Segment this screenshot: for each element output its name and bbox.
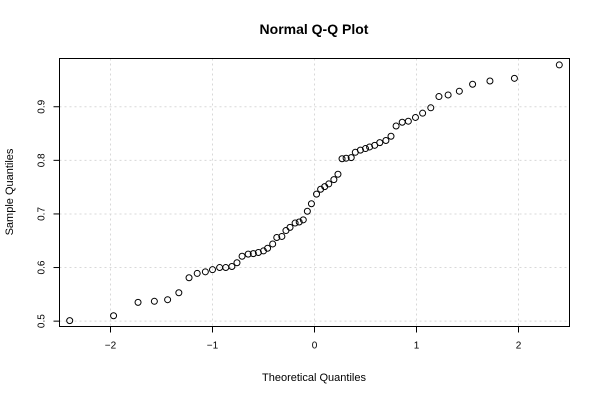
y-axis-label: Sample Quantiles — [4, 148, 16, 235]
data-point — [249, 250, 257, 258]
data-point — [295, 218, 303, 226]
x-tick-label: 0 — [312, 341, 318, 352]
data-points — [66, 61, 563, 325]
data-point — [313, 190, 321, 198]
data-point — [273, 234, 281, 242]
data-point — [233, 259, 241, 267]
data-point — [209, 266, 216, 274]
data-point — [427, 104, 435, 112]
data-point — [469, 80, 477, 88]
data-point — [110, 312, 118, 320]
y-axis: 0.5 0.6 0.7 0.8 0.9 — [37, 99, 60, 328]
y-tick-label: 0.6 — [37, 260, 48, 274]
x-tick-label: 2 — [516, 341, 522, 352]
chart-title: Normal Q-Q Plot — [260, 21, 369, 37]
data-point — [299, 216, 307, 224]
data-point — [307, 200, 315, 208]
data-point — [411, 113, 419, 121]
data-point — [201, 268, 209, 276]
data-point — [338, 155, 346, 163]
data-point — [228, 262, 236, 270]
x-axis-label: Theoretical Quantiles — [262, 372, 366, 384]
data-point — [291, 219, 299, 227]
data-point — [398, 118, 406, 126]
y-tick-label: 0.8 — [37, 153, 48, 167]
y-tick-label: 0.7 — [37, 207, 48, 221]
data-point — [334, 170, 342, 178]
data-point — [269, 240, 277, 248]
data-point — [330, 176, 338, 184]
data-point — [435, 93, 443, 101]
data-point — [510, 74, 518, 82]
data-point — [392, 122, 400, 130]
data-point — [282, 227, 290, 235]
data-point — [185, 274, 193, 282]
y-tick-label: 0.9 — [37, 99, 48, 113]
x-tick-label: −2 — [105, 341, 117, 352]
data-point — [347, 154, 355, 162]
data-point — [404, 117, 412, 125]
data-point — [164, 296, 172, 304]
data-point — [303, 207, 311, 215]
data-point — [238, 252, 246, 260]
data-point — [264, 244, 272, 252]
x-axis: −2 −1 0 1 2 — [105, 326, 522, 352]
y-tick-label: 0.5 — [37, 314, 48, 328]
x-tick-label: −1 — [207, 341, 219, 352]
data-point — [193, 269, 201, 277]
data-point — [455, 87, 463, 95]
data-point — [376, 139, 384, 147]
data-point — [342, 154, 350, 162]
data-point — [134, 298, 142, 306]
data-point — [555, 61, 563, 69]
data-point — [486, 77, 494, 85]
data-point — [286, 223, 294, 231]
data-point — [362, 145, 369, 153]
data-point — [444, 91, 452, 99]
data-point — [278, 232, 286, 240]
data-point — [150, 297, 158, 305]
grid — [59, 58, 570, 327]
data-point — [419, 109, 427, 117]
x-tick-label: 1 — [414, 341, 420, 352]
data-point — [175, 289, 183, 297]
data-point — [66, 317, 74, 325]
data-point — [325, 180, 333, 188]
data-point — [382, 137, 390, 145]
data-point — [387, 132, 395, 140]
data-point — [244, 250, 252, 258]
